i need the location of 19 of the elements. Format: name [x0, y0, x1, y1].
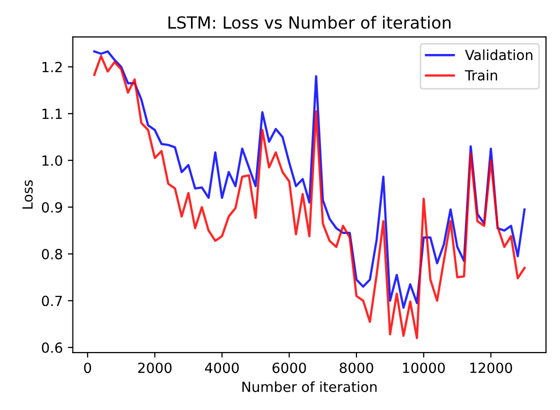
x-tick-label: 6000 — [272, 362, 306, 374]
y-tick-label: 1.1 — [42, 108, 62, 119]
chart-title: LSTM: Loss vs Number of iteration — [168, 16, 451, 29]
y-tick-label: 0.9 — [42, 202, 62, 213]
x-tick-label: 4000 — [205, 362, 239, 374]
y-axis-title: Loss — [22, 180, 33, 209]
y-tick-label: 0.8 — [42, 248, 62, 260]
y-tick-label: 0.7 — [42, 296, 62, 306]
x-tick-label: 10000 — [403, 362, 445, 374]
legend-label: Validation — [465, 49, 532, 60]
x-tick-label: 12000 — [470, 362, 512, 374]
x-tick-label: 8000 — [340, 362, 374, 374]
legend-label: Train — [464, 70, 498, 81]
x-tick-label: 0 — [84, 362, 92, 374]
y-tick-label: 1.2 — [42, 62, 62, 72]
x-tick-label: 2000 — [138, 362, 172, 374]
y-tick-label: 0.6 — [42, 342, 62, 353]
x-axis-title: Number of iteration — [242, 381, 377, 392]
y-tick-label: 1.0 — [42, 155, 62, 166]
